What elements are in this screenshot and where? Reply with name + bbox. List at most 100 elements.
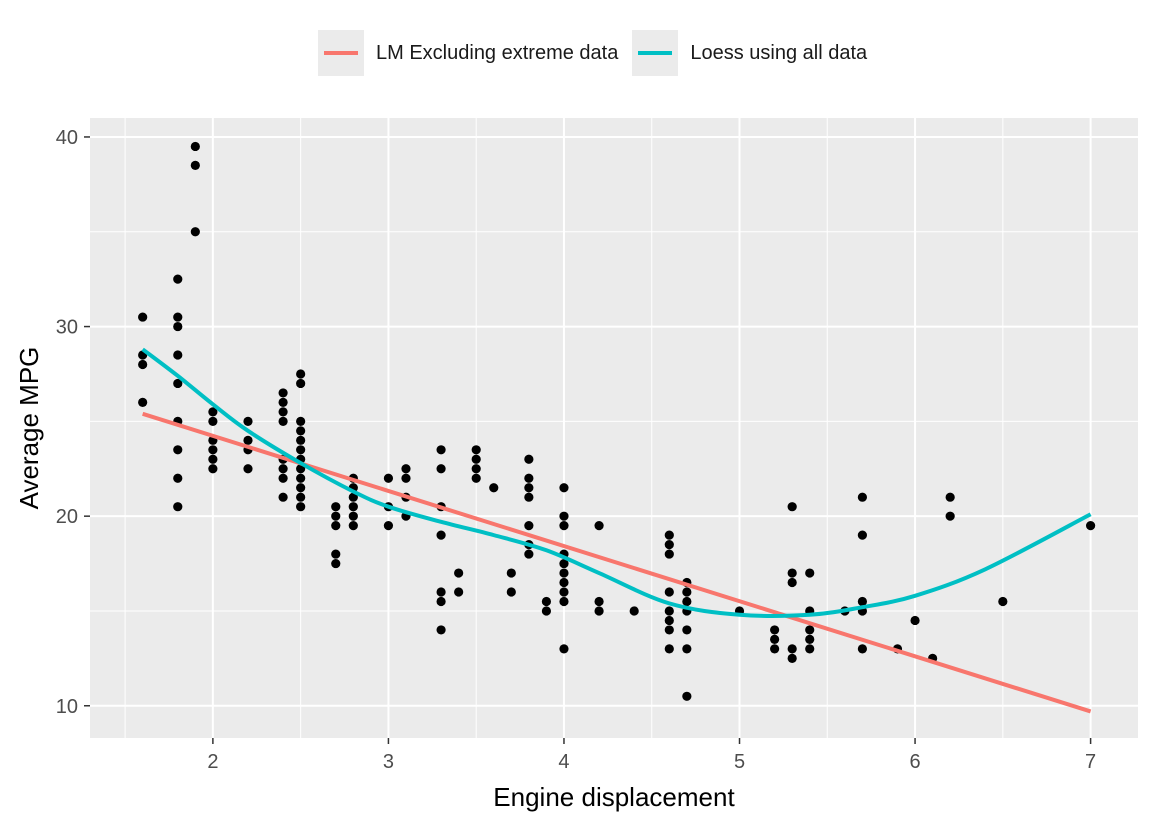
data-point xyxy=(559,483,569,493)
data-point xyxy=(296,416,306,426)
y-axis: 10 20 30 40 xyxy=(56,127,90,718)
fit-lines xyxy=(141,347,1092,714)
data-point xyxy=(664,615,674,626)
data-point xyxy=(594,596,604,607)
data-point xyxy=(559,558,569,569)
data-point xyxy=(857,492,867,502)
data-point xyxy=(296,369,306,379)
data-point xyxy=(524,492,534,502)
data-point xyxy=(471,454,481,464)
legend-key-lm xyxy=(318,30,364,76)
data-point xyxy=(770,644,780,654)
data-point xyxy=(664,587,674,597)
data-point xyxy=(857,596,867,607)
data-point xyxy=(173,350,183,360)
data-point xyxy=(664,549,674,559)
data-point xyxy=(857,644,867,654)
data-point xyxy=(787,577,797,588)
loess-fit-line xyxy=(141,347,1092,618)
data-point xyxy=(383,521,394,531)
data-point xyxy=(541,596,552,607)
data-point xyxy=(454,568,464,578)
data-point xyxy=(331,558,341,569)
data-point xyxy=(471,464,481,474)
data-point xyxy=(559,577,569,588)
data-point xyxy=(331,502,341,512)
data-point xyxy=(383,473,394,483)
data-point xyxy=(559,587,569,597)
legend-label-loess: Loess using all data xyxy=(690,41,868,64)
data-point xyxy=(208,407,218,417)
data-point xyxy=(401,473,411,483)
x-tick-label: 2 xyxy=(207,751,218,773)
plot-panel xyxy=(90,118,1138,738)
data-point xyxy=(524,549,534,559)
data-point xyxy=(401,464,411,474)
data-point xyxy=(296,492,306,502)
data-point xyxy=(208,416,218,426)
data-point xyxy=(805,568,815,578)
data-point xyxy=(296,483,306,493)
legend-line-loess xyxy=(638,51,673,55)
legend: LM Excluding extreme data Loess using al… xyxy=(318,30,881,76)
data-point xyxy=(682,644,692,654)
data-point xyxy=(770,634,780,645)
data-point xyxy=(506,587,516,597)
data-point xyxy=(805,644,815,654)
data-point xyxy=(436,464,446,474)
data-point xyxy=(296,426,306,436)
data-point xyxy=(787,502,797,512)
data-point xyxy=(682,587,692,597)
data-point xyxy=(787,653,797,663)
y-tick-label: 40 xyxy=(56,127,78,149)
data-point xyxy=(243,416,253,426)
data-point xyxy=(190,160,200,171)
data-point xyxy=(243,435,253,445)
major-gridlines xyxy=(90,118,1138,738)
data-point xyxy=(436,587,446,597)
x-axis-title: Engine displacement xyxy=(493,782,735,812)
data-point xyxy=(278,492,288,502)
data-point xyxy=(296,502,306,512)
data-point xyxy=(524,483,534,493)
data-point xyxy=(541,606,552,616)
data-point xyxy=(471,445,481,455)
data-point xyxy=(278,416,288,426)
data-point xyxy=(243,464,253,474)
data-point xyxy=(682,596,692,607)
data-point xyxy=(173,473,183,483)
data-point xyxy=(454,587,464,597)
legend-label-lm: LM Excluding extreme data xyxy=(376,41,619,64)
data-point xyxy=(524,473,534,483)
data-point xyxy=(770,625,780,635)
x-tick-label: 4 xyxy=(558,751,569,773)
x-tick-label: 5 xyxy=(734,751,745,773)
data-point xyxy=(664,530,674,540)
data-point xyxy=(348,511,358,521)
data-point xyxy=(559,511,569,521)
data-point xyxy=(998,596,1008,607)
data-point xyxy=(190,227,200,237)
x-tick-label: 3 xyxy=(383,751,394,773)
legend-item-loess: Loess using all data xyxy=(632,30,867,76)
data-point xyxy=(331,511,341,521)
data-point xyxy=(173,274,183,284)
data-point xyxy=(805,634,815,645)
data-point xyxy=(436,596,446,607)
data-point xyxy=(173,378,183,389)
data-point xyxy=(524,454,534,464)
data-point xyxy=(594,521,604,531)
data-point xyxy=(348,502,358,512)
data-point xyxy=(138,312,148,322)
x-tick-label: 6 xyxy=(909,751,920,773)
data-point xyxy=(278,397,288,408)
data-point xyxy=(682,691,692,701)
data-point xyxy=(787,568,797,578)
data-point xyxy=(348,521,358,531)
data-point xyxy=(559,596,569,607)
data-point xyxy=(805,625,815,635)
data-point xyxy=(208,445,218,455)
data-point xyxy=(436,530,446,540)
data-point xyxy=(664,625,674,635)
data-point xyxy=(138,397,148,408)
